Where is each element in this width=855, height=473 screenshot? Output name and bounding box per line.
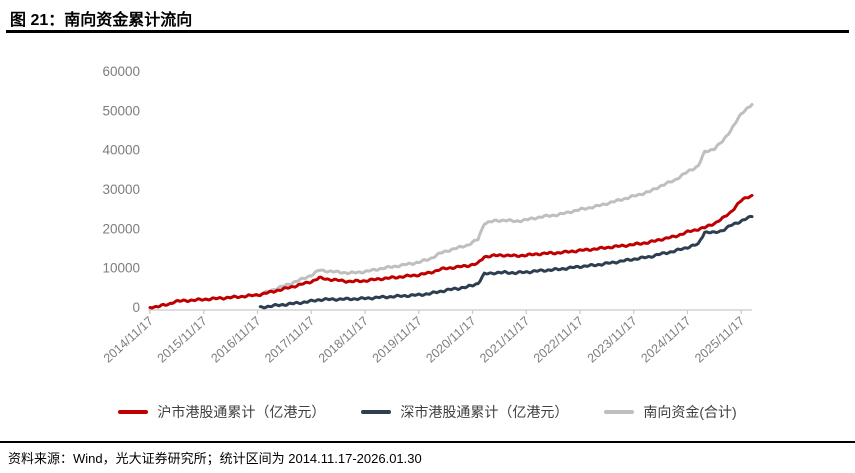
chart-legend: 沪市港股通累计（亿港元） 深市港股通累计（亿港元） 南向资金(合计)	[0, 402, 855, 422]
svg-text:2017/11/17: 2017/11/17	[262, 314, 317, 366]
svg-text:2021/11/17: 2021/11/17	[477, 314, 532, 366]
title-underline	[6, 30, 849, 33]
legend-item-sz: 深市港股通累计（亿港元）	[361, 402, 568, 422]
svg-text:2022/11/17: 2022/11/17	[531, 314, 586, 366]
chart-canvas: 2014/11/172015/11/172016/11/172017/11/17…	[101, 64, 754, 366]
line-chart: 2014/11/17 2015/11/17 2016/11/17 2017/11/17…	[0, 34, 855, 394]
svg-text:2025/11/17: 2025/11/17	[692, 314, 747, 366]
svg-text:2014/11/17: 2014/11/17	[101, 314, 156, 366]
legend-label-sh: 沪市港股通累计（亿港元）	[157, 404, 326, 420]
legend-label-total: 南向资金(合计)	[643, 404, 737, 420]
sz-line-swatch	[361, 410, 392, 414]
source-note: 资料来源：Wind，光大证券研究所；统计区间为 2014.11.17-2026.…	[8, 451, 422, 466]
figure-title: 图 21：南向资金累计流向	[10, 12, 193, 29]
footer-rule	[0, 441, 855, 443]
svg-text:40000: 40000	[102, 143, 140, 158]
legend-item-sh: 沪市港股通累计（亿港元）	[118, 402, 325, 422]
legend-item-total: 南向资金(合计)	[604, 402, 737, 422]
svg-text:30000: 30000	[102, 182, 140, 197]
svg-text:50000: 50000	[102, 103, 140, 118]
svg-text:2020/11/17: 2020/11/17	[423, 314, 478, 366]
svg-text:2018/11/17: 2018/11/17	[316, 314, 371, 366]
svg-text:10000: 10000	[102, 261, 140, 276]
legend-label-sz: 深市港股通累计（亿港元）	[400, 404, 569, 420]
svg-text:2019/11/17: 2019/11/17	[370, 314, 425, 366]
svg-text:0: 0	[132, 300, 140, 315]
sh-line-swatch	[118, 410, 149, 414]
svg-text:20000: 20000	[102, 221, 140, 236]
svg-text:2015/11/17: 2015/11/17	[155, 314, 210, 366]
svg-text:2016/11/17: 2016/11/17	[208, 314, 263, 366]
svg-text:2023/11/17: 2023/11/17	[585, 314, 640, 366]
total-line-swatch	[604, 410, 635, 414]
svg-text:60000: 60000	[102, 64, 140, 79]
svg-text:2024/11/17: 2024/11/17	[638, 314, 693, 366]
